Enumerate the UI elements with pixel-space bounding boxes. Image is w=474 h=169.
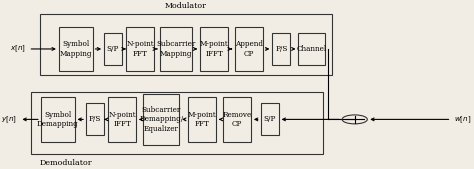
Text: Subcarrier
Demapping/
Equalizer: Subcarrier Demapping/ Equalizer: [139, 106, 183, 133]
Text: P/S: P/S: [275, 45, 288, 53]
Text: Append
CP: Append CP: [235, 40, 263, 58]
Bar: [104, 33, 122, 65]
Text: $w[n]$: $w[n]$: [454, 114, 471, 125]
Bar: [40, 14, 332, 75]
Bar: [59, 27, 92, 71]
Bar: [261, 103, 279, 135]
Bar: [160, 27, 192, 71]
Text: $x[n]$: $x[n]$: [10, 44, 26, 54]
Text: Demodulator: Demodulator: [40, 159, 92, 167]
Bar: [108, 97, 136, 142]
Text: Symbol
Demapping: Symbol Demapping: [37, 111, 79, 128]
Text: N-point
FFT: N-point FFT: [126, 40, 154, 58]
Bar: [273, 33, 291, 65]
Bar: [143, 94, 179, 145]
Text: S/P: S/P: [107, 45, 119, 53]
Text: Subcarrier
Mapping: Subcarrier Mapping: [156, 40, 196, 58]
Bar: [223, 97, 251, 142]
Text: M-point
FFT: M-point FFT: [187, 111, 216, 128]
Text: Symbol
Mapping: Symbol Mapping: [59, 40, 92, 58]
Bar: [41, 97, 74, 142]
Text: N-point
IFFT: N-point IFFT: [108, 111, 136, 128]
Text: Remove
CP: Remove CP: [222, 111, 251, 128]
Bar: [188, 97, 216, 142]
Bar: [126, 27, 154, 71]
Bar: [235, 27, 263, 71]
Text: M-point
IFFT: M-point IFFT: [200, 40, 228, 58]
Bar: [31, 92, 323, 154]
Text: Channel: Channel: [297, 45, 327, 53]
Bar: [86, 103, 104, 135]
Text: P/S: P/S: [89, 115, 101, 123]
Text: $y[n]$: $y[n]$: [1, 114, 17, 125]
Text: S/P: S/P: [264, 115, 276, 123]
Bar: [200, 27, 228, 71]
Text: Modulator: Modulator: [165, 2, 207, 10]
Bar: [299, 33, 326, 65]
